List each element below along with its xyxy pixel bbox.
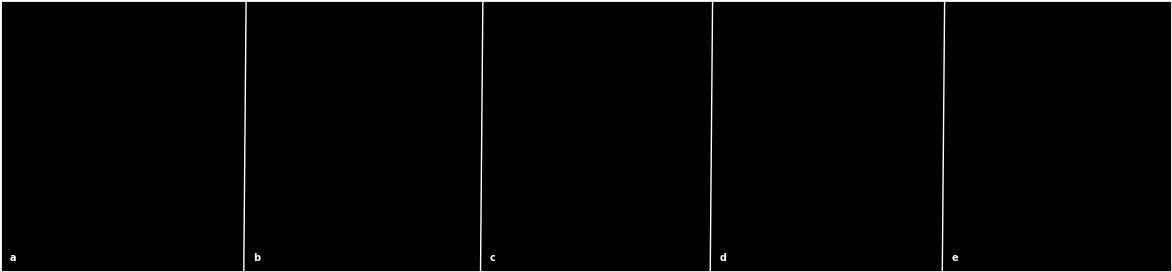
Text: a: a [9, 253, 16, 263]
Text: d: d [720, 253, 727, 263]
Text: c: c [490, 253, 496, 263]
Text: e: e [952, 253, 958, 263]
Text: b: b [253, 253, 260, 263]
